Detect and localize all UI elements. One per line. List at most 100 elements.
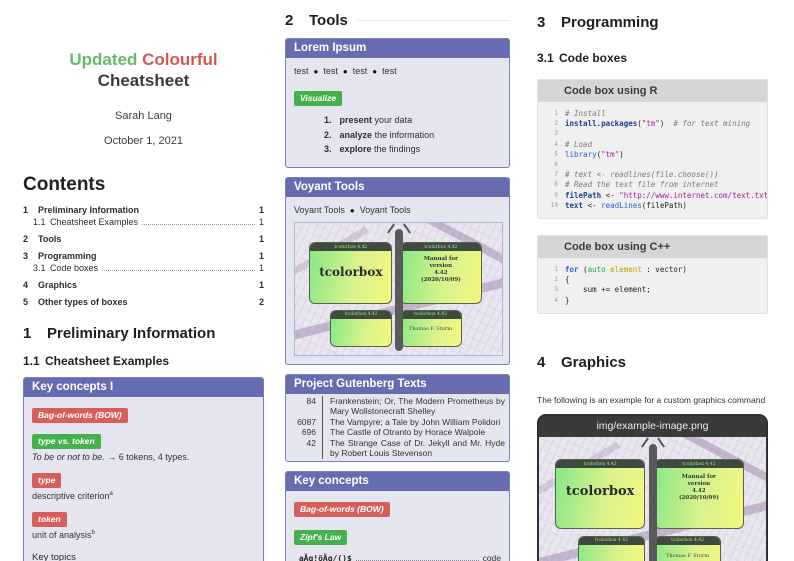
step-keyword: analyze [339,129,373,140]
line-number: 3 [554,130,558,138]
line-number: 1 [554,266,558,274]
example-image-figure: img/example-image.png tcolorbox 4.42 tcol… [537,413,768,561]
manual-text-line: (2020/10/09) [420,277,461,284]
book-title: The Castle of Otranto by Horace Walpole [322,427,505,438]
verbatim-line: _aÄg!öÄg/()$ code [294,553,501,561]
code-token: # Read the text file from internet [565,180,719,190]
code-box-cpp: Code box using C++ 1 for (auto element : … [537,235,768,314]
code-token: ( [637,119,642,129]
code-line: 4} [542,296,759,306]
code-token: ( [596,149,602,159]
toc-entry-page: 1 [258,234,264,244]
toc-entry-page: 1 [258,280,264,290]
example-box-title: tcolorbox 4.42 [310,243,392,252]
badge-bag-of-words: Bag-of-words (BOW) [294,501,390,517]
code-token: : vector) [641,265,687,275]
description-text: → 6 tokens, 4 types. [104,452,190,462]
manual-text: Manual for version 4.42 (2020/10/09) [401,256,482,284]
code-text: # Load [565,140,592,150]
toc-entry-number: 4 [23,280,29,290]
badge-type: type [32,473,62,488]
section-title: Tools [309,12,348,29]
toc-entry: 2 Tools 1 [23,234,264,244]
toc-entry: 5 Other types of boxes 2 [23,297,264,307]
code-line: 3 sum += element; [542,285,759,295]
code-line: 9 filePath <- "http://www.internet.com/te… [542,190,767,201]
lorem-ipsum-box: Lorem Ipsum test ● test ● test ● test Visualiz… [285,38,510,168]
bullet-separator-icon: ● [313,67,319,76]
code-text: # text <- readlines(file.choose()) [565,170,719,180]
toc-entry-label: Code boxes [50,263,99,273]
badge-row: Zipf's Law [294,527,501,545]
code-line: 1 for (auto element : vector) [542,265,759,275]
antenna-left-icon [640,437,649,448]
concept-group-token: token unit of analysisb [32,509,255,540]
toc-entry: 3.1 Code boxes 1 [23,263,264,273]
step-item: explore the findings [339,144,421,154]
example-box-title: tcolorbox 4.42 [331,310,392,319]
code-token: "tm" [641,119,660,129]
code-line: 10 text <- readLines(filePath) [542,201,759,211]
gradient-example-box: tcolorbox 4.42 [577,535,646,561]
description-text: unit of analysis [32,530,92,540]
book-title: The Strange Case of Dr. Jekyll and Mr. H… [322,437,505,459]
description-text: descriptive criterion [32,491,110,501]
toc-entry-label: Graphics [38,280,78,290]
book-title: Frankenstein; Or, The Modern Prometheus … [322,395,505,417]
table-row: 84 Frankenstein; Or, The Modern Prometheu… [290,395,505,417]
example-box-title: tcolorbox 4.42 [400,310,461,319]
list-item: test [352,66,368,76]
list-item: Voyant Tools [294,204,345,215]
book-id: 6087 [297,416,316,427]
manual-text-line: 4.42 [434,270,448,277]
code-text: install.packages("tm") # for text mining [565,119,750,129]
code-text: } [565,296,570,306]
code-text: # Read the text file from internet [565,180,719,190]
code-text: library("tm") [565,150,624,160]
footnote-marker: b [91,530,95,536]
line-number: 7 [554,171,558,179]
antenna-right-icon [656,437,665,448]
toc-entry-number: 5 [23,297,29,307]
section-title: Graphics [561,353,627,371]
toc-entry-page: 1 [258,251,264,261]
tcolorbox-label: tcolorbox [319,265,383,280]
subsection-title: Cheatsheet Examples [45,354,170,368]
concept-group-type: type descriptive criteriona [32,470,255,501]
toc-dotted-leader [142,224,255,225]
gradient-example-box: tcolorbox 4.42 Manual for version 4.42 (2020… [653,459,745,529]
tcolorbox-label: tcolorbox [565,484,635,500]
section-title: Preliminary Information [47,325,216,342]
bullet-separator-icon: ● [372,67,378,76]
badge-row: Visualize [294,88,501,106]
graphics-intro-text: The following is an example for a custom… [537,394,766,405]
code-listing: 1 # Install 2 install.packages("tm") # for … [538,102,767,218]
gutenberg-box: Project Gutenberg Texts 84 Frankenstein; … [285,373,510,462]
code-line: 4 # Load [542,140,759,150]
subsection-number: 3.1 [537,51,554,65]
bullet-separator-icon: ● [342,67,348,76]
tcolorbox-example-image: tcolorbox 4.42 tcolorbox tcolorbox 4.42 Man… [539,436,766,561]
code-text: { [565,275,570,285]
example-box-title: tcolorbox 4.42 [400,243,482,252]
footnote-marker: a [109,491,113,497]
book-id: 84 [306,395,316,406]
code-text: text <- readLines(filePath) [565,201,687,211]
gradient-example-box: tcolorbox 4.42 tcolorbox [554,459,646,529]
code-token: } [565,295,570,305]
box-body: Bag-of-words (BOW) Zipf's Law _aÄg!öÄg/(… [286,491,509,561]
manual-text-line: 4.42 [692,487,706,494]
verbatim-lines: _aÄg!öÄg/()$codeshutdown -h nowto shutdo… [294,553,501,561]
middle-column: 2 Tools Lorem Ipsum test ● test ● test ● test V… [285,0,510,561]
code-token: <- [601,190,620,200]
toc-entry-page: 2 [258,297,264,307]
toc-entry-number: 3.1 [33,263,46,273]
line-number: 8 [554,181,558,189]
box-title: Voyant Tools [286,177,509,197]
table-of-contents: 1 Preliminary Information 1 1.1 Cheatsheet E… [23,205,264,307]
line-number: 2 [554,120,558,128]
line-number: 6 [554,161,558,169]
key-concepts-1-box: Key concepts I Bag-of-words (BOW) type v… [23,377,264,561]
concept-description: To be or not to be. → 6 tokens, 4 types. [32,452,255,462]
step-item: present your data [339,115,413,125]
